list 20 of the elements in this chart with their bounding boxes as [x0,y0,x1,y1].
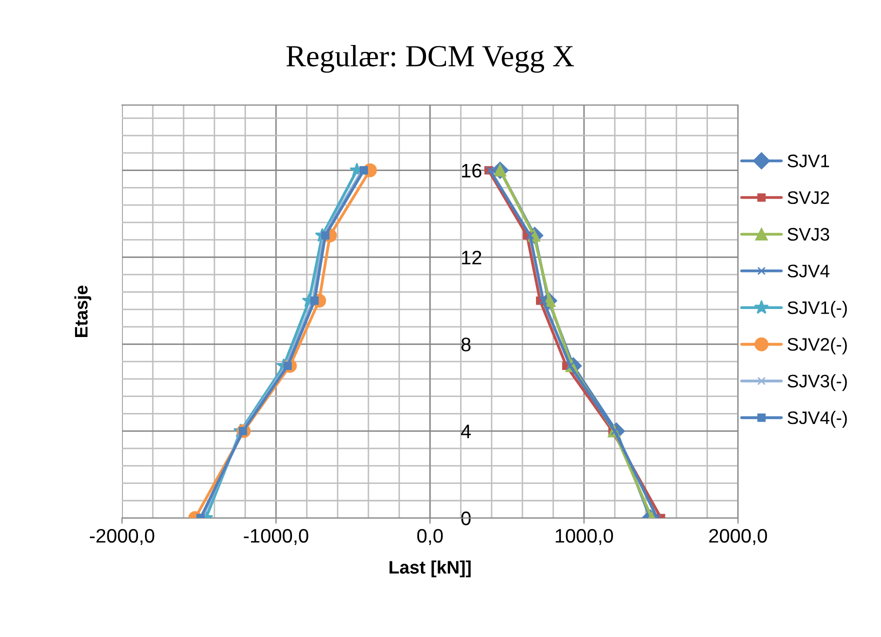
legend-label: SVJ2 [788,191,830,204]
legend-label: SVJ3 [788,228,830,241]
x-tick-label: 2000,0 [709,528,767,546]
legend-label: SJV1(-) [788,300,847,318]
legend-label: SJV3(-) [788,374,847,392]
y-tick-label: 16 [462,164,482,178]
y-tick-label: 12 [462,250,482,264]
x-tick-label: 0,0 [417,528,443,546]
x-tick-label: -1000,0 [244,528,308,546]
y-tick-label: 4 [461,424,471,438]
x-axis-title: Last [kN]] [390,560,471,578]
x-tick-label: -2000,0 [90,528,154,546]
legend-label: SJV4 [788,264,830,278]
legend-label: SJV4(-) [788,410,847,428]
x-tick-label: 1000,0 [556,528,613,546]
legend-label: SJV2(-) [788,338,847,354]
y-tick-label: 8 [461,338,471,352]
y-axis-title: Etasje [74,286,92,337]
chart-title: Regulær: DCM Vegg X [286,45,574,73]
legend-label: SJV1 [788,154,830,168]
